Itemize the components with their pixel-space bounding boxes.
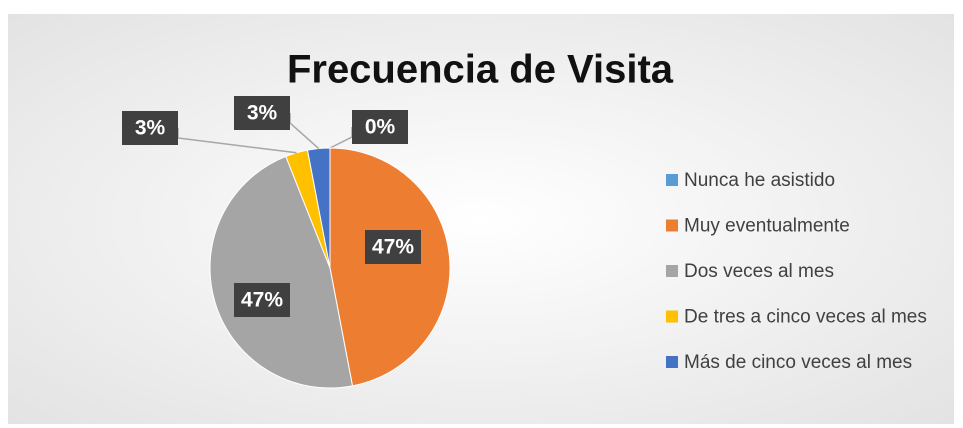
- legend-swatch: [666, 219, 678, 232]
- label-box: [352, 110, 408, 144]
- label-box: [365, 230, 421, 264]
- legend-swatch: [666, 265, 678, 277]
- pie-slice: [209, 155, 354, 389]
- chart-title: Frecuencia de Visita: [287, 48, 674, 92]
- chart-background: [8, 14, 954, 424]
- data-label: 47%: [241, 289, 283, 312]
- legend-label: Dos veces al mes: [684, 261, 834, 282]
- pie-slice: [306, 147, 331, 269]
- data-label: 47%: [372, 236, 414, 259]
- pie-slice: [329, 147, 451, 387]
- legend-label: Más de cinco veces al mes: [684, 352, 912, 373]
- label-box: [234, 283, 290, 317]
- label-box: [122, 111, 178, 145]
- legend-label: Nunca he asistido: [684, 170, 835, 191]
- legend-label: De tres a cinco veces al mes: [684, 307, 927, 328]
- data-label: 3%: [135, 117, 166, 140]
- legend-swatch: [666, 356, 678, 368]
- legend-swatch: [666, 310, 678, 323]
- legend-swatch: [666, 174, 678, 186]
- data-label: 0%: [365, 116, 396, 139]
- label-box: [234, 96, 290, 130]
- legend-label: Muy eventualmente: [684, 216, 850, 237]
- data-label: 3%: [247, 102, 278, 125]
